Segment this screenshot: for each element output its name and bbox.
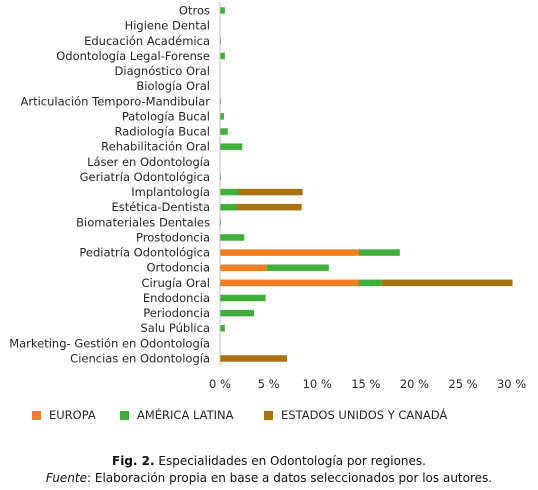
x-tick-labels: 0 % 5 % 10 % 15 % 20 % 25 % 30 % [209,377,526,391]
category-label-biologia-oral: Biología Oral [136,79,210,93]
category-label-radiologia-bucal: Radiología Bucal [115,125,211,139]
legend-swatch [32,410,41,420]
bar-america-latina-prostodoncia [220,234,245,241]
category-label-odontologia-legal-forense: Odontología Legal-Forense [56,49,210,63]
x-tick-label: 5 % [258,377,280,391]
x-tick-label: 0 % [209,377,231,391]
bar-america-latina-implantologia [220,188,239,196]
x-tick-label: 30 % [497,377,526,391]
legend-item-europa: EUROPA [32,408,96,422]
category-label-laser-en-odontologia: Láser en Odontología [87,155,210,169]
bar-america-latina-odontologia-legal-forense [220,52,225,60]
category-label-ciencias-en-odontologia: Ciencias en Odontología [70,351,210,365]
x-tick-label: 10 % [303,377,332,391]
figure-source: Fuente: Elaboración propia en base a dat… [0,471,538,485]
bar-america-latina-salu-publica [220,324,225,332]
category-label-geriatria-odontologica: Geriatría Odontológica [80,170,210,184]
category-label-estetica-dentista: Estética-Dentista [111,200,210,214]
category-label-prostodoncia: Prostodoncia [136,230,210,244]
bar-estados-unidos-y-canada-implantologia [238,188,303,196]
bar-estados-unidos-y-canada-estetica-dentista [236,203,302,211]
category-label-educacion-academica: Educación Académica [84,34,210,48]
legend-swatch [120,410,129,420]
bar-america-latina-estetica-dentista [220,203,237,211]
bar-america-latina-cirugia-oral [358,279,382,287]
bar-america-latina-patologia-bucal [220,113,224,120]
category-label-periodoncia: Periodoncia [143,306,210,320]
bar-america-latina-rehabilitacion-oral [220,143,243,150]
bar-europa-pediatria-odontologica [220,249,359,256]
bar-america-latina-pediatria-odontologica [358,249,400,256]
bar-america-latina-ortodoncia [266,264,329,271]
bars-layer [220,7,513,362]
category-label-ortodoncia: Ortodoncia [146,261,210,275]
figure-caption: Fig. 2. Especialidades en Odontología po… [0,454,538,468]
legend-swatch [264,410,273,420]
category-label-patologia-bucal: Patología Bucal [122,109,210,123]
bar-estados-unidos-y-canada-ciencias-en-odontologia [220,355,288,362]
bar-europa-cirugia-oral [220,279,359,287]
x-tick-label: 20 % [400,377,429,391]
legend-label: AMÉRICA LATINA [137,408,234,422]
x-tick-label: 15 % [351,377,380,391]
bar-america-latina-radiologia-bucal [220,128,228,135]
category-label-rehabilitacion-oral: Rehabilitación Oral [101,140,210,154]
caption-text: Especialidades en Odontología por region… [154,454,426,468]
category-label-articulacion-temporo-mandibular: Articulación Temporo-Mandibular [20,94,210,108]
category-label-salu-publica: Salu Pública [140,321,210,335]
legend-label: EUROPA [49,408,96,422]
source-label: Fuente [45,471,88,485]
source-text: : Elaboración propia en base a datos sel… [87,471,493,485]
legend: EUROPA AMÉRICA LATINA ESTADOS UNIDOS Y CAN… [32,408,532,428]
bar-america-latina-endodoncia [220,294,266,302]
category-label-endodoncia: Endodoncia [143,291,210,305]
category-label-biomateriales-dentales: Biomateriales Dentales [76,215,210,229]
caption-label: Fig. 2. [112,454,155,468]
category-label-diagnostico-oral: Diagnóstico Oral [115,64,210,78]
legend-item-america-latina: AMÉRICA LATINA [120,408,234,422]
category-label-implantologia: Implantología [131,185,210,199]
x-tick-label: 25 % [448,377,477,391]
bar-america-latina-otros [220,7,225,14]
bar-estados-unidos-y-canada-cirugia-oral [381,279,513,287]
bar-europa-ortodoncia [220,264,267,271]
category-label-pediatria-odontologica: Pediatría Odontológica [79,246,210,260]
category-label-cirugia-oral: Cirugía Oral [142,276,210,290]
category-label-marketing-gestion-en-odontologia: Marketing- Gestión en Odontología [9,336,210,350]
category-label-otros: Otros [179,4,210,18]
legend-item-estados-unidos-y-canada: ESTADOS UNIDOS Y CANADÁ [264,408,447,422]
category-label-higiene-dental: Higiene Dental [125,19,210,33]
bar-america-latina-periodoncia [220,309,255,317]
legend-label: ESTADOS UNIDOS Y CANADÁ [281,408,448,422]
